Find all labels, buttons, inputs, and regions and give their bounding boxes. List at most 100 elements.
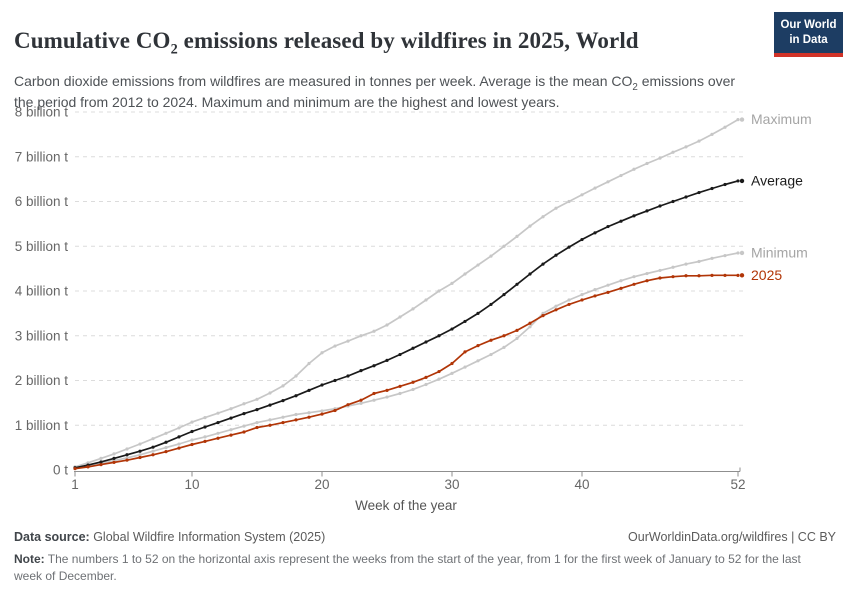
data-point	[372, 329, 376, 333]
data-point	[723, 273, 727, 277]
data-point	[450, 361, 454, 366]
y-tick-label: 8 billion t	[15, 105, 69, 120]
data-point	[658, 268, 662, 273]
data-point	[489, 302, 493, 307]
data-point	[645, 209, 649, 213]
owid-logo[interactable]: Our World in Data	[774, 12, 843, 57]
data-point	[723, 125, 727, 129]
data-point	[216, 420, 220, 425]
data-point	[580, 193, 584, 197]
data-point	[528, 272, 532, 276]
data-point	[177, 442, 181, 446]
data-point	[372, 391, 376, 396]
data-point	[567, 298, 571, 302]
x-tick-label: 1	[71, 477, 79, 492]
y-tick-label: 1 billion t	[15, 418, 69, 433]
data-point	[515, 336, 519, 341]
data-point	[619, 173, 623, 178]
data-point	[606, 283, 610, 287]
data-point	[658, 156, 662, 160]
data-point	[697, 259, 701, 264]
data-point	[86, 465, 90, 469]
data-point	[502, 292, 506, 297]
data-point	[398, 315, 402, 319]
data-point	[684, 145, 688, 149]
series-label-maximum[interactable]: Maximum	[751, 111, 812, 127]
x-axis: 1 10 20 30 40 52 Week of the year	[71, 467, 746, 513]
data-point	[229, 428, 233, 432]
x-tick-label: 20	[314, 477, 329, 492]
data-point	[723, 182, 727, 187]
data-point	[723, 254, 727, 258]
data-point	[671, 275, 675, 279]
data-point	[255, 420, 259, 425]
data-point	[450, 281, 454, 285]
data-point	[151, 445, 155, 449]
data-point	[125, 453, 129, 457]
title-text: Cumulative CO	[14, 28, 171, 54]
data-point	[645, 279, 649, 283]
data-point	[671, 199, 675, 204]
data-point	[411, 346, 415, 350]
data-point	[320, 351, 324, 355]
data-point	[164, 446, 168, 450]
series-maximum: Maximum	[73, 111, 812, 469]
data-point	[541, 215, 545, 219]
data-point	[528, 325, 532, 329]
data-point	[450, 327, 454, 331]
rights-separator: |	[787, 530, 798, 544]
series-label-2025[interactable]: 2025	[751, 267, 782, 283]
data-point	[385, 358, 389, 362]
data-point	[203, 435, 207, 439]
data-point	[125, 458, 129, 462]
data-point	[736, 273, 740, 277]
data-point	[359, 398, 363, 402]
data-source: Data source: Global Wildfire Information…	[14, 530, 325, 544]
data-point	[151, 449, 155, 453]
title-subscript: 2	[170, 42, 178, 58]
data-point	[307, 411, 311, 415]
data-point	[359, 369, 363, 373]
data-point	[671, 150, 675, 154]
data-point	[554, 253, 558, 257]
data-point	[593, 186, 597, 190]
series-2025: 2025	[73, 267, 782, 471]
data-point	[190, 429, 194, 434]
data-point	[216, 431, 220, 435]
data-point	[463, 319, 467, 324]
data-point	[320, 409, 324, 413]
data-point	[255, 425, 259, 430]
owid-url-link[interactable]: OurWorldinData.org/wildfires	[628, 530, 788, 544]
data-point	[736, 118, 740, 122]
series-end-marker-maximum	[739, 117, 745, 122]
page-title: Cumulative CO2 emissions released by wil…	[14, 28, 764, 57]
data-point	[307, 361, 311, 366]
data-point	[268, 423, 272, 427]
data-point	[554, 308, 558, 312]
data-point	[190, 442, 194, 447]
data-point	[593, 288, 597, 292]
series-label-minimum[interactable]: Minimum	[751, 244, 808, 260]
rights: OurWorldinData.org/wildfires | CC BY	[628, 530, 836, 544]
data-point	[424, 340, 428, 344]
chart-note: Note: The numbers 1 to 52 on the horizon…	[14, 551, 829, 586]
data-point	[437, 369, 441, 374]
line-chart-canvas[interactable]: 0 t 1 billion t 2 billion t 3 billion t 4 bi…	[0, 95, 850, 525]
data-point	[346, 339, 350, 343]
data-point	[125, 447, 129, 451]
x-tick-label: 30	[444, 477, 459, 492]
data-point	[424, 375, 428, 379]
data-point	[463, 272, 467, 276]
data-point	[476, 263, 480, 267]
data-point	[528, 321, 532, 325]
data-point	[73, 467, 77, 471]
data-point	[476, 311, 480, 315]
series-label-average[interactable]: Average	[751, 172, 803, 188]
data-point	[99, 456, 103, 460]
data-point	[112, 452, 116, 456]
data-point	[502, 334, 506, 338]
data-point	[138, 455, 142, 460]
data-point	[281, 399, 285, 403]
data-point	[307, 415, 311, 419]
